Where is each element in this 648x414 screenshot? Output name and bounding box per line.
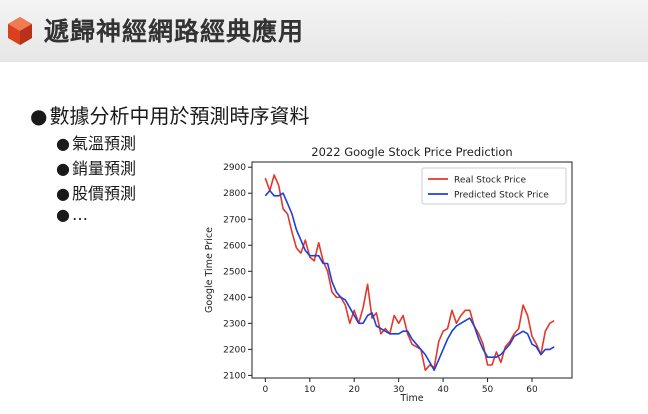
- sub-bullet-text: 股價預測: [71, 184, 136, 203]
- sub-bullet-text: 銷量預測: [71, 159, 136, 178]
- x-tick-label: 20: [348, 385, 360, 395]
- bullet-dot: ●: [56, 159, 70, 178]
- sub-bullet-stock: ● 股價預測: [56, 180, 136, 204]
- x-tick-label: 30: [393, 385, 405, 395]
- legend-label: Real Stock Price: [454, 176, 526, 186]
- y-tick-label: 2400: [223, 293, 246, 303]
- legend-box: [421, 167, 567, 205]
- sub-bullet-text: 氣溫預測: [71, 134, 136, 153]
- y-tick-label: 2600: [223, 241, 246, 251]
- x-axis-label: Time: [399, 393, 423, 404]
- chart-title: 2022 Google Stock Price Prediction: [311, 145, 512, 159]
- slide-title: 遞歸神經網路經典應用: [44, 17, 305, 46]
- sub-bullet-text: …: [71, 205, 88, 224]
- stock-prediction-chart: 2022 Google Stock Price Prediction 0 10 20 3…: [196, 142, 584, 408]
- sub-bullet-more: ●…: [56, 205, 88, 224]
- sub-bullet-sales: ● 銷量預測: [56, 155, 136, 179]
- y-tick-label: 2100: [223, 371, 246, 381]
- y-tick-label: 2800: [223, 189, 246, 199]
- bullet-dot: ●: [56, 205, 70, 224]
- x-tick-label: 50: [482, 385, 494, 395]
- x-tick-label: 40: [437, 385, 449, 395]
- y-tick-label: 2200: [223, 345, 246, 355]
- bullet-main: ● 數據分析中用於預測時序資料: [30, 100, 309, 129]
- x-tick-label: 10: [304, 385, 316, 395]
- y-tick-label: 2300: [223, 319, 246, 329]
- sub-bullet-temperature: ● 氣溫預測: [56, 130, 136, 154]
- y-tick-label: 2900: [223, 163, 246, 173]
- real-price-line: [264, 174, 555, 371]
- hexagon-cube-icon: [8, 17, 32, 45]
- y-tick-label: 2500: [223, 267, 246, 277]
- bullet-main-text: 數據分析中用於預測時序資料: [49, 104, 310, 128]
- x-tick-label: 60: [526, 385, 538, 395]
- legend-label: Predicted Stock Price: [454, 191, 549, 201]
- predicted-price-line: [264, 189, 555, 371]
- bullet-dot: ●: [30, 104, 48, 128]
- x-tick-label: 0: [262, 385, 268, 395]
- bullet-dot: ●: [56, 134, 70, 153]
- y-axis-label: Google Time Price: [204, 227, 215, 313]
- slide-header: 遞歸神經網路經典應用: [0, 0, 648, 62]
- chart-svg: 2022 Google Stock Price Prediction 0 10 20 3…: [204, 145, 573, 404]
- y-tick-label: 2700: [223, 215, 246, 225]
- bullet-dot: ●: [56, 184, 70, 203]
